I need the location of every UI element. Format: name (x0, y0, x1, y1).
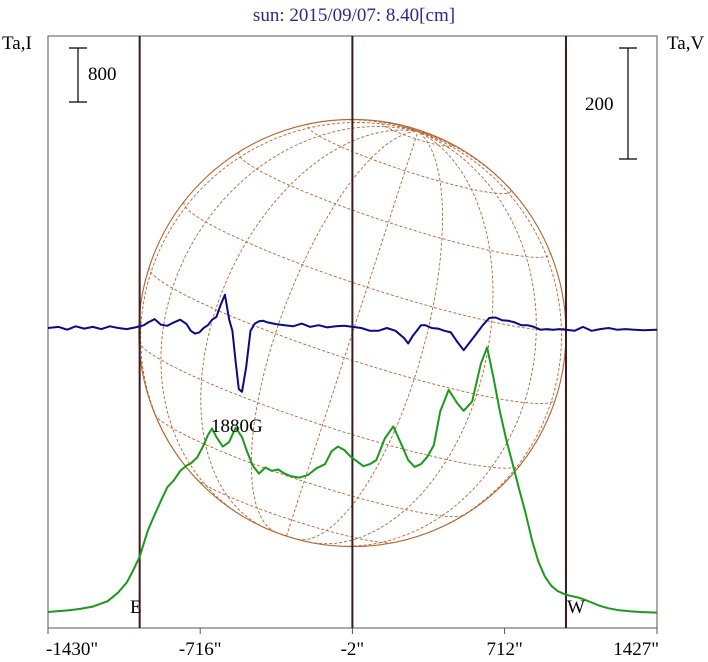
series-layer (47, 293, 658, 614)
x-tick-label: -1430" (46, 639, 98, 660)
disk-longitude-line (250, 130, 418, 533)
disk-longitude-line (417, 130, 518, 198)
limb-markers (138, 36, 567, 628)
disk-longitude-line (314, 131, 494, 545)
series-V-line (47, 293, 658, 393)
disk-longitude-line (333, 130, 537, 547)
x-tick-marks (47, 628, 658, 634)
disk-longitude-line (160, 126, 418, 517)
x-tick-label: 712" (486, 639, 522, 660)
disk-latitude-line (138, 341, 521, 469)
disk-latitude-line (154, 414, 465, 518)
disk-longitude-line (416, 130, 563, 538)
annotation-1880g: 1880G (211, 416, 263, 437)
x-tick-label: -716" (179, 639, 222, 660)
x-tick-label: -2" (341, 639, 365, 660)
left-axis-label: Ta,I (2, 33, 32, 54)
x-tick-labels: -1430" -716" -2" 712" 1427" (46, 639, 659, 660)
left-scale-label: 800 (88, 64, 117, 85)
disk-latitude-line (196, 478, 393, 544)
left-scale-bar (69, 47, 87, 103)
right-axis-label: Ta,V (667, 33, 704, 54)
series-I-line (47, 346, 658, 614)
disk-longitude-line (140, 122, 419, 461)
x-tick-label: 1427" (613, 639, 659, 660)
disk-longitude-line (200, 129, 418, 526)
east-limb-label: E (130, 597, 142, 618)
right-scale-label: 200 (585, 94, 614, 115)
west-limb-label: W (567, 597, 585, 618)
disk-longitude-line (298, 119, 419, 132)
disk-latitude-line (381, 121, 453, 148)
disk-latitude-line (307, 123, 512, 195)
disk-longitude-line (285, 131, 419, 537)
disk-latitude-line (183, 201, 567, 331)
right-scale-bar (619, 47, 637, 160)
disk-longitude-line (297, 131, 443, 541)
chart-title: sun: 2015/09/07: 8.40[cm] (253, 5, 455, 26)
